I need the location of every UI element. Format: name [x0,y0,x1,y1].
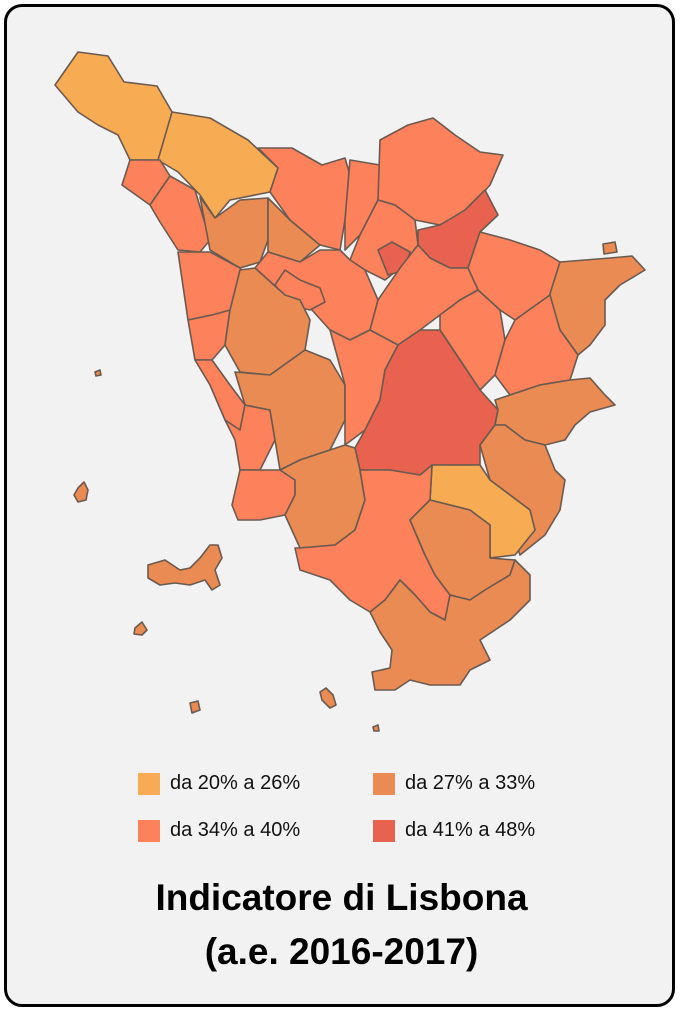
legend-swatch [373,772,395,795]
legend-label: da 20% a 26% [170,772,301,794]
region-garfagnana [157,111,279,219]
region-appennino-pt [257,147,351,251]
region-lunigiana [54,51,173,161]
legend-swatch [138,819,160,842]
legend-swatch [373,819,395,842]
legend-item-class1: da 20% a 26% [138,772,300,795]
island-capraia [73,481,89,503]
legend-swatch [138,772,160,795]
region-versilia [149,175,211,253]
island-elba [147,544,223,591]
island-montecristo [189,700,201,714]
region-pisa-south [194,359,246,431]
region-grosseto-south [369,559,531,691]
legend-label: da 34% a 40% [170,819,301,841]
island-gorgona [94,369,102,377]
legend-item-class4: da 41% a 48% [373,819,535,842]
island-giglio [319,687,337,709]
region-small-ne [602,241,618,255]
legend-item-class3: da 34% a 40% [138,819,300,842]
map-subtitle: (a.e. 2016-2017) [204,931,479,972]
legend-item-class2: da 27% a 33% [373,772,535,795]
island-giannutri [372,724,380,732]
legend-label: da 27% a 33% [405,772,536,794]
region-mediavalle [267,197,321,263]
island-pianosa [133,621,148,636]
region-arezzo [494,294,579,396]
legend-label: da 41% a 48% [405,819,536,841]
map-title: Indicatore di Lisbona [155,877,528,918]
